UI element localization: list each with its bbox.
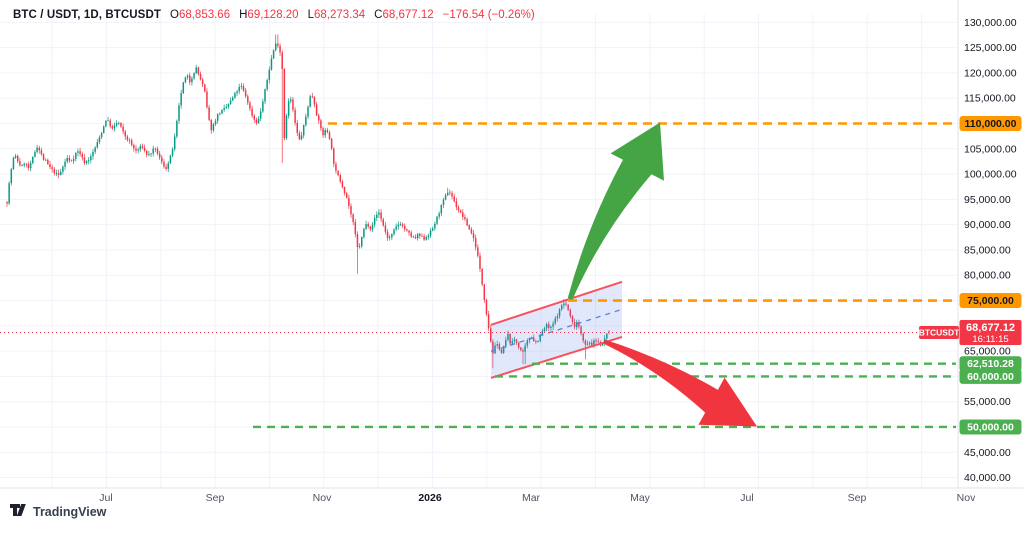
price-tick-label: 40,000.00: [964, 472, 1011, 484]
arrow-up[interactable]: [567, 122, 664, 301]
change-value: −176.54 (−0.26%): [442, 9, 535, 21]
time-tick-label: Mar: [522, 492, 541, 504]
price-tick-label: 100,000.00: [964, 169, 1017, 181]
time-tick-label: May: [630, 492, 651, 504]
price-tick-label: 105,000.00: [964, 143, 1017, 155]
ohlc-high: H69,128.20: [239, 9, 299, 21]
price-tick-label: 45,000.00: [964, 447, 1011, 459]
tradingview-logo-icon: [10, 504, 26, 516]
gridlines: [0, 14, 958, 488]
current-price-badge: [959, 320, 1022, 346]
price-tick-label: 95,000.00: [964, 194, 1011, 206]
price-tick-label: 85,000.00: [964, 244, 1011, 256]
level-price-badge-label: 110,000.00: [965, 118, 1017, 130]
time-tick-label: Nov: [957, 492, 976, 504]
level-price-badge: [959, 356, 1022, 372]
price-tick-label: 65,000.00: [964, 346, 1011, 358]
ohlc-close: C68,677.12: [374, 9, 434, 21]
price-tick-label: 130,000.00: [964, 17, 1017, 29]
current-price-value: 68,677.12: [966, 322, 1015, 334]
time-tick-label: Jul: [99, 492, 112, 504]
price-tick-label: 80,000.00: [964, 270, 1011, 282]
time-tick-label: Sep: [848, 492, 867, 504]
bar-countdown: 16:11:15: [972, 334, 1008, 345]
tradingview-attribution[interactable]: TradingView: [10, 504, 106, 519]
level-price-badge-label: 75,000.00: [967, 295, 1014, 307]
level-price-badge: [959, 368, 1022, 384]
price-levels: [253, 122, 956, 429]
time-tick-label: Jul: [740, 492, 753, 504]
price-tick-label: 125,000.00: [964, 42, 1017, 54]
arrow-down[interactable]: [603, 339, 757, 427]
price-tick-label: 55,000.00: [964, 396, 1011, 408]
level-price-badge: [959, 116, 1022, 131]
symbol-title[interactable]: BTC / USDT, 1D, BTCUSDT: [13, 9, 161, 21]
symbol-price-tag: [919, 326, 959, 340]
time-axis[interactable]: Jul Sep Nov 2026 Mar May Jul Sep Nov: [99, 492, 976, 504]
level-price-badge-label: 60,000.00: [967, 371, 1014, 383]
time-tick-label: Nov: [313, 492, 332, 504]
level-price-badge: [959, 419, 1022, 435]
trend-channel: [490, 280, 623, 379]
time-tick-label: Sep: [206, 492, 225, 504]
level-price-badge: [959, 293, 1022, 309]
candles: [6, 34, 610, 369]
price-tick-label: 120,000.00: [964, 67, 1017, 79]
ohlc-low: L68,273.34: [307, 9, 366, 21]
tradingview-logo-text: TradingView: [33, 504, 107, 519]
time-tick-label: 2026: [418, 492, 442, 504]
level-price-badge-label: 62,510.28: [967, 358, 1014, 370]
price-axis[interactable]: 130,000.00 125,000.00 120,000.00 115,000.00…: [919, 17, 1022, 484]
forecast-arrows: [567, 122, 757, 427]
price-tick-label: 115,000.00: [964, 93, 1016, 105]
symbol-price-tag-label: BTCUSDT: [919, 328, 960, 338]
price-tick-label: 90,000.00: [964, 219, 1011, 231]
ohlc-open: O68,853.66: [169, 9, 231, 21]
level-price-badge-label: 50,000.00: [967, 421, 1014, 433]
symbol-legend[interactable]: BTC / USDT, 1D, BTCUSDT O68,853.66 H69,1…: [13, 9, 535, 21]
